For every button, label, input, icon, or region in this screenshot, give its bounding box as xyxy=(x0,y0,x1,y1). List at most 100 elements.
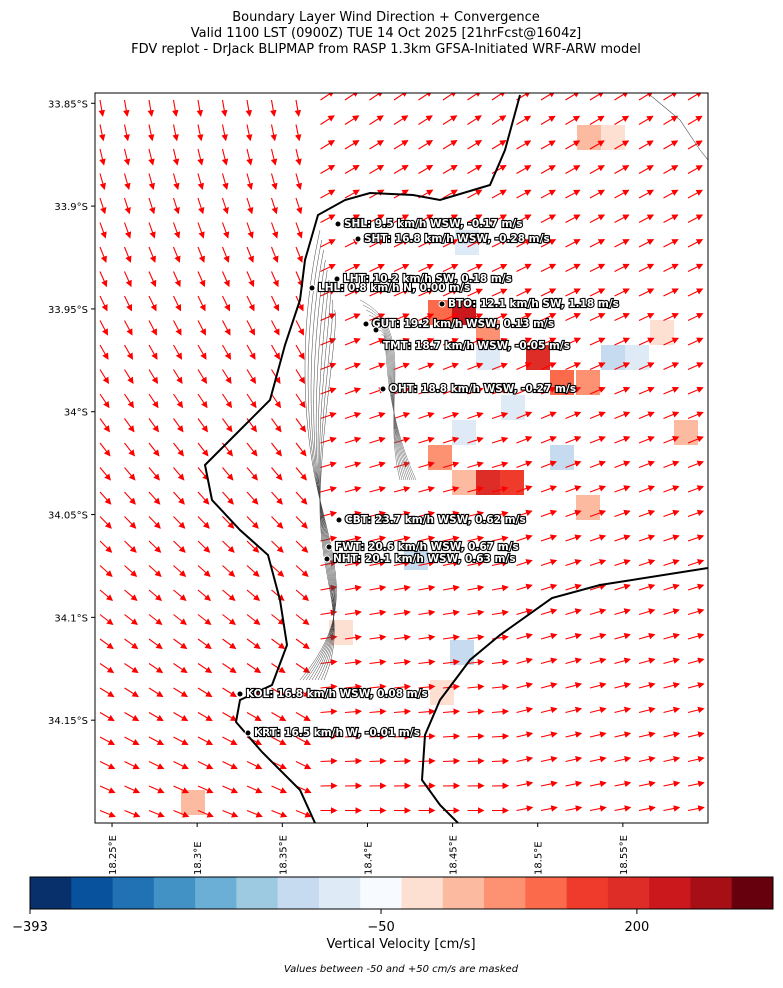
wind-arrow xyxy=(125,321,132,335)
wind-arrow xyxy=(419,761,435,762)
wind-arrow xyxy=(296,811,311,817)
wind-arrow xyxy=(443,91,456,100)
wind-arrow xyxy=(541,758,557,761)
station-marker xyxy=(245,730,251,736)
wind-arrow xyxy=(688,486,703,492)
wind-arrow xyxy=(223,419,232,432)
wind-arrow xyxy=(370,463,385,468)
wind-arrow xyxy=(566,486,581,492)
wind-arrow xyxy=(688,536,703,541)
wind-arrow xyxy=(615,314,629,321)
wind-arrow xyxy=(419,637,435,639)
wind-arrow xyxy=(149,664,162,673)
wind-arrow xyxy=(541,733,557,737)
wind-arrow xyxy=(198,100,201,116)
wind-arrow xyxy=(664,486,679,492)
wind-arrow xyxy=(639,807,655,810)
wind-arrow xyxy=(100,737,114,745)
wind-arrow xyxy=(590,807,606,810)
wind-arrow xyxy=(321,413,336,418)
wind-arrow xyxy=(664,807,680,810)
wind-arrow xyxy=(198,149,202,165)
wind-arrow xyxy=(443,711,459,712)
wind-arrow xyxy=(296,370,304,384)
wind-arrow xyxy=(590,190,604,198)
wind-arrow xyxy=(615,783,631,786)
wind-arrow xyxy=(468,116,481,125)
wind-arrow xyxy=(149,419,158,432)
wind-arrow xyxy=(174,247,180,262)
wind-arrow xyxy=(664,758,680,761)
wind-arrow xyxy=(100,639,113,648)
wind-arrow xyxy=(492,289,507,296)
wind-arrow xyxy=(174,223,179,238)
wind-arrow xyxy=(639,264,653,271)
wind-arrow xyxy=(468,686,484,688)
wind-arrow xyxy=(639,388,654,394)
wind-arrow xyxy=(296,174,300,189)
wind-arrow xyxy=(419,587,435,590)
wind-arrow xyxy=(174,639,187,648)
wind-arrow xyxy=(296,100,299,116)
wind-arrow xyxy=(296,223,301,238)
convergence-cell xyxy=(452,470,476,495)
wind-arrow xyxy=(296,492,307,504)
wind-arrow xyxy=(149,566,161,577)
wind-arrow xyxy=(125,394,134,407)
wind-arrow xyxy=(468,637,484,639)
wind-arrow xyxy=(321,463,336,468)
wind-arrow xyxy=(566,635,581,639)
colorbar-swatch xyxy=(319,877,361,909)
wind-arrow xyxy=(198,590,210,600)
wind-arrow xyxy=(149,762,163,769)
wind-arrow xyxy=(664,363,679,369)
wind-arrow xyxy=(100,100,103,116)
wind-arrow xyxy=(149,688,163,696)
wind-arrow xyxy=(419,364,434,370)
wind-arrow xyxy=(517,783,533,786)
wind-arrow xyxy=(590,733,606,737)
wind-arrow xyxy=(272,247,278,262)
wind-arrow xyxy=(100,713,114,721)
map-field xyxy=(100,91,704,816)
wind-arrow xyxy=(394,488,409,492)
wind-arrow xyxy=(247,443,257,456)
wind-arrow xyxy=(664,536,679,541)
wind-arrow xyxy=(198,345,206,359)
wind-arrow xyxy=(223,321,230,335)
wind-arrow xyxy=(247,223,252,238)
wind-arrow xyxy=(664,388,679,394)
wind-arrow xyxy=(272,321,279,335)
wind-arrow xyxy=(100,223,105,238)
wind-arrow xyxy=(223,345,231,359)
colorbar-swatch xyxy=(443,877,485,909)
wind-arrow xyxy=(517,733,533,737)
wind-arrow xyxy=(541,536,556,541)
wind-arrow xyxy=(125,737,139,745)
wind-arrow xyxy=(149,443,159,456)
wind-arrow xyxy=(223,247,229,262)
wind-arrow xyxy=(688,363,703,369)
wind-arrow xyxy=(664,659,679,663)
wind-arrow xyxy=(517,462,532,468)
note: Values between -50 and +50 cm/s are mask… xyxy=(284,964,519,975)
wind-arrow xyxy=(419,662,435,664)
wind-arrow xyxy=(394,587,410,590)
wind-arrow xyxy=(100,492,111,504)
wind-arrow xyxy=(615,536,630,541)
wind-arrow xyxy=(223,174,227,189)
lon-tick-label: 18.3°E xyxy=(193,841,204,875)
wind-arrow xyxy=(198,713,212,721)
wind-arrow xyxy=(247,517,258,529)
wind-arrow xyxy=(590,289,604,296)
wind-arrow xyxy=(198,198,203,213)
wind-arrow xyxy=(566,264,580,271)
wind-arrow xyxy=(149,125,152,141)
wind-arrow xyxy=(566,733,582,737)
wind-arrow xyxy=(198,125,201,141)
wind-arrow xyxy=(664,412,679,418)
wind-arrow xyxy=(370,587,386,590)
wind-arrow xyxy=(615,561,630,566)
wind-arrow xyxy=(394,116,407,125)
wind-arrow xyxy=(174,174,178,189)
